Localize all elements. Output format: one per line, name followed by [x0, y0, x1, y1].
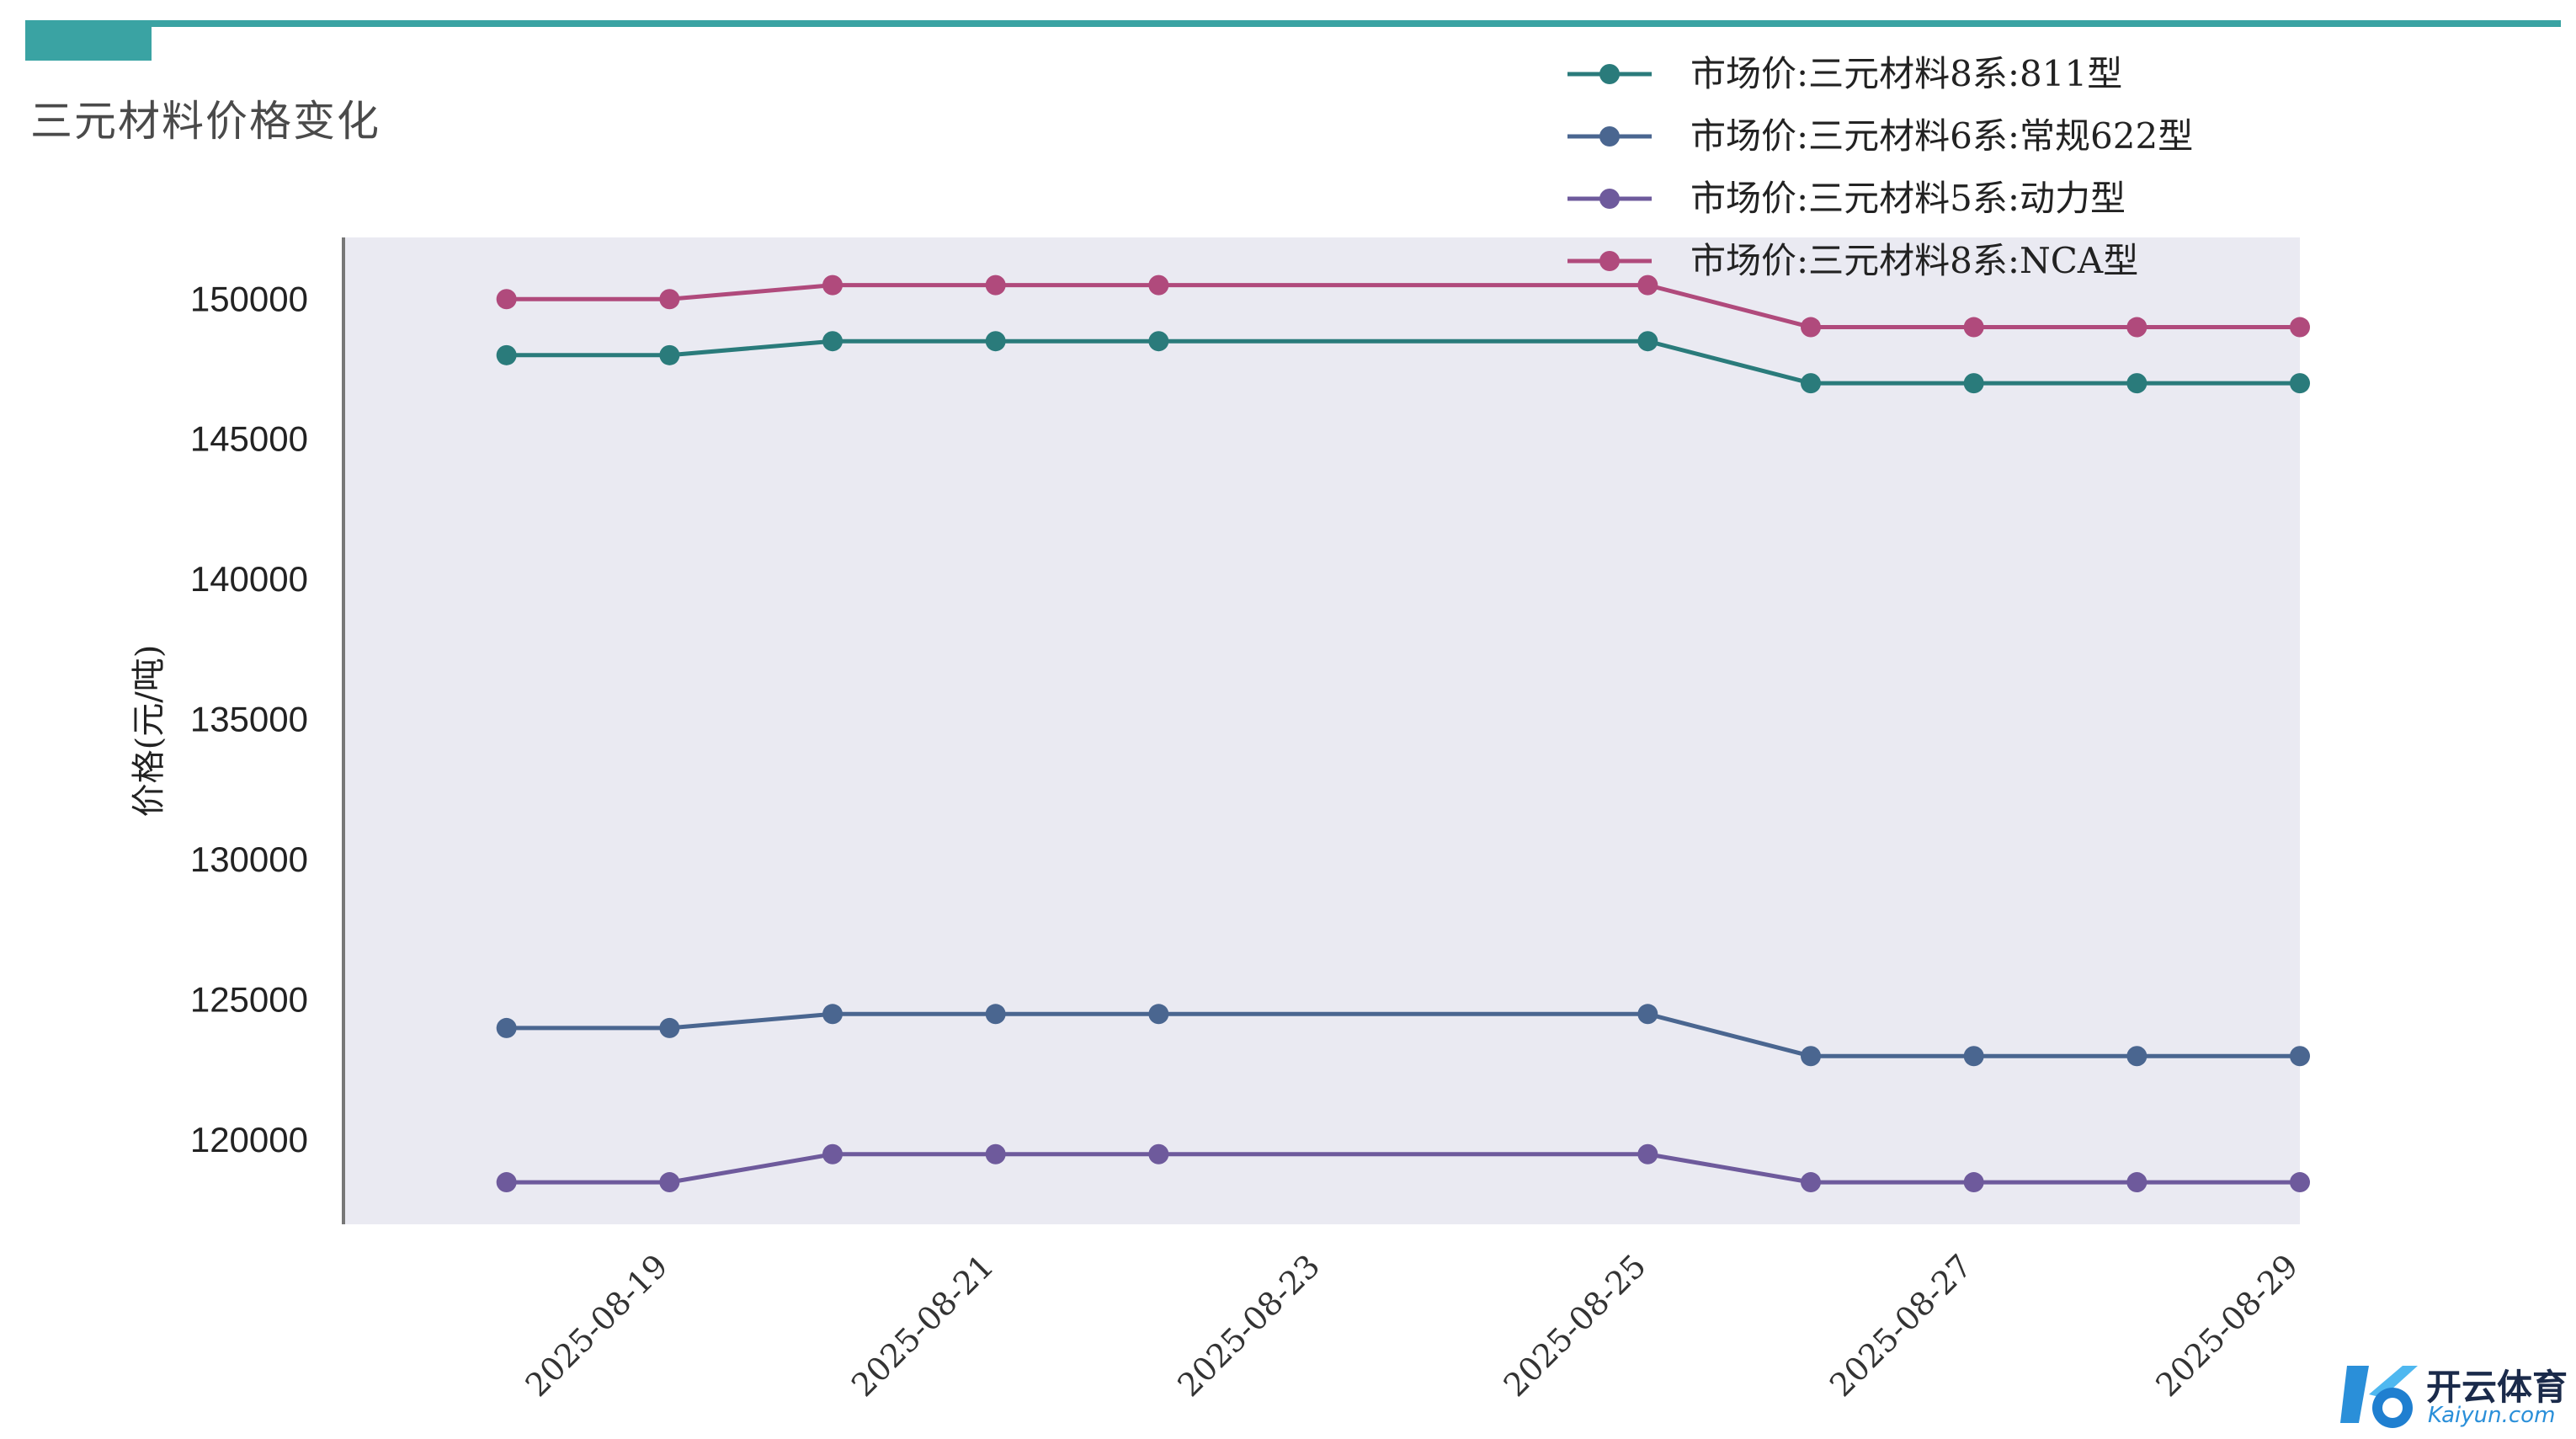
data-point — [659, 1172, 680, 1193]
data-point — [1637, 331, 1658, 352]
y-tick-label: 135000 — [190, 700, 308, 739]
y-tick-label: 140000 — [190, 559, 308, 599]
data-point — [1801, 317, 1821, 338]
data-point — [822, 1143, 843, 1165]
data-point — [1148, 274, 1169, 296]
data-point — [659, 1017, 680, 1038]
series-3 — [496, 1143, 2310, 1193]
data-point — [1801, 1046, 1821, 1067]
legend-marker — [1599, 64, 1620, 84]
header-accent-tab — [25, 20, 152, 61]
y-tick-label: 130000 — [190, 839, 308, 879]
data-point — [2290, 373, 2310, 394]
legend-label: 市场价:三元材料8系:NCA型 — [1690, 240, 2138, 281]
x-tick-label: 2025-08-25 — [1497, 1247, 1653, 1404]
x-tick-label: 2025-08-21 — [844, 1247, 1001, 1404]
data-point — [985, 1004, 1006, 1025]
y-tick-label: 150000 — [190, 279, 308, 318]
data-point — [659, 289, 680, 310]
data-point — [496, 1017, 517, 1038]
watermark-domain: Kaiyun.com — [2428, 1403, 2556, 1428]
y-tick-label: 125000 — [190, 980, 308, 1020]
data-point — [2290, 1172, 2310, 1193]
legend-marker — [1599, 251, 1620, 271]
legend-label: 市场价:三元材料6系:常规622型 — [1690, 115, 2193, 157]
data-point — [1801, 1172, 1821, 1193]
data-point — [496, 289, 517, 310]
header-accent-bar — [25, 20, 2561, 27]
data-point — [496, 344, 517, 365]
x-tick-label: 2025-08-23 — [1170, 1247, 1327, 1404]
plot-area — [343, 237, 2300, 1224]
data-point — [2126, 317, 2148, 338]
data-point — [2290, 317, 2310, 338]
legend-marker — [1599, 126, 1620, 147]
data-point — [2126, 373, 2148, 394]
legend-label: 市场价:三元材料5系:动力型 — [1690, 178, 2126, 219]
y-tick-label: 120000 — [190, 1120, 308, 1159]
data-point — [1148, 1143, 1169, 1165]
data-point — [1963, 373, 1984, 394]
series-4 — [496, 274, 2310, 338]
data-point — [2290, 1046, 2310, 1067]
data-point — [659, 344, 680, 365]
legend-item: 市场价:三元材料5系:动力型 — [1567, 178, 2126, 219]
legend-label: 市场价:三元材料8系:811型 — [1690, 53, 2122, 94]
data-point — [1637, 1004, 1658, 1025]
legend: 市场价:三元材料8系:811型市场价:三元材料6系:常规622型市场价:三元材料… — [1567, 53, 2193, 281]
data-point — [1963, 1172, 1984, 1193]
data-point — [822, 1004, 843, 1025]
data-point — [985, 1143, 1006, 1165]
data-point — [1637, 1143, 1658, 1165]
data-point — [2126, 1046, 2148, 1067]
data-point — [1637, 274, 1658, 296]
data-point — [1801, 373, 1821, 394]
y-axis-ticks: 120000 125000 130000 135000 140000 145000 1500… — [190, 279, 308, 1159]
data-point — [496, 1172, 517, 1193]
legend-item: 市场价:三元材料6系:常规622型 — [1567, 115, 2193, 157]
series-line — [506, 1011, 2300, 1058]
data-point — [1148, 331, 1169, 352]
watermark-logo: 开云体育 Kaiyun.com — [2340, 1357, 2576, 1433]
series-line — [506, 1152, 2300, 1185]
series-1 — [496, 331, 2310, 394]
data-point — [985, 274, 1006, 296]
x-axis-ticks: 2025-08-19 2025-08-21 2025-08-23 2025-08-25… — [519, 1247, 2306, 1404]
watermark-name: 开云体育 — [2426, 1367, 2568, 1408]
series-layer — [496, 274, 2310, 1193]
legend-marker — [1599, 189, 1620, 209]
page-title: 三元材料价格变化 — [30, 97, 381, 146]
legend-item: 市场价:三元材料8系:NCA型 — [1567, 240, 2138, 281]
data-point — [1963, 1046, 1984, 1067]
data-point — [985, 331, 1006, 352]
kaiyun-logo-icon — [2340, 1366, 2418, 1428]
data-point — [822, 274, 843, 296]
x-tick-label: 2025-08-27 — [1823, 1247, 1979, 1404]
x-tick-label: 2025-08-19 — [519, 1247, 675, 1404]
x-tick-label: 2025-08-29 — [2148, 1247, 2305, 1404]
data-point — [1963, 317, 1984, 338]
y-tick-label: 145000 — [190, 419, 308, 459]
y-axis-label: 价格(元/吨) — [130, 645, 168, 818]
data-point — [1148, 1004, 1169, 1025]
legend-item: 市场价:三元材料8系:811型 — [1567, 53, 2122, 94]
data-point — [2126, 1172, 2148, 1193]
series-line — [506, 283, 2300, 329]
series-line — [506, 338, 2300, 386]
series-2 — [496, 1004, 2310, 1067]
data-point — [822, 331, 843, 352]
